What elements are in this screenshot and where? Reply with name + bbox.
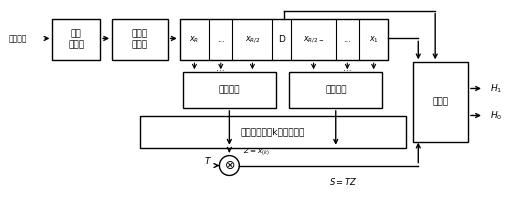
Text: $x_R$: $x_R$ <box>189 34 199 45</box>
Text: 比较器: 比较器 <box>432 97 448 107</box>
Text: D: D <box>278 35 285 44</box>
Text: $\otimes$: $\otimes$ <box>223 159 234 172</box>
Text: ...: ... <box>217 35 224 44</box>
Text: 排序并选出第k个最小单元: 排序并选出第k个最小单元 <box>240 127 305 136</box>
Bar <box>139 116 406 148</box>
Text: $H_1$: $H_1$ <box>489 82 501 95</box>
Text: ...: ... <box>342 64 351 73</box>
Bar <box>179 19 388 60</box>
Bar <box>182 72 276 108</box>
Bar <box>413 62 467 142</box>
Text: 输入信号: 输入信号 <box>9 34 27 43</box>
Text: T: T <box>205 157 210 166</box>
Text: $Z{=}x_{(k)}$: $Z{=}x_{(k)}$ <box>243 146 270 157</box>
Text: 前沿滑窗: 前沿滑窗 <box>218 86 240 95</box>
Text: 匹配
滤波器: 匹配 滤波器 <box>68 30 84 49</box>
Text: ...: ... <box>343 35 350 44</box>
Text: ...: ... <box>216 64 225 73</box>
Text: $x_{R/2}$: $x_{R/2}$ <box>244 34 260 45</box>
Bar <box>53 19 100 60</box>
Text: $x_{R/2-}$: $x_{R/2-}$ <box>302 34 324 45</box>
Bar <box>288 72 382 108</box>
Bar <box>112 19 167 60</box>
Text: $S{=}TZ$: $S{=}TZ$ <box>328 176 357 187</box>
Text: $x_1$: $x_1$ <box>368 34 378 45</box>
Text: $H_0$: $H_0$ <box>489 109 501 122</box>
Text: 平方律
检波器: 平方律 检波器 <box>132 30 147 49</box>
Text: 后沿滑窗: 后沿滑窗 <box>324 86 346 95</box>
